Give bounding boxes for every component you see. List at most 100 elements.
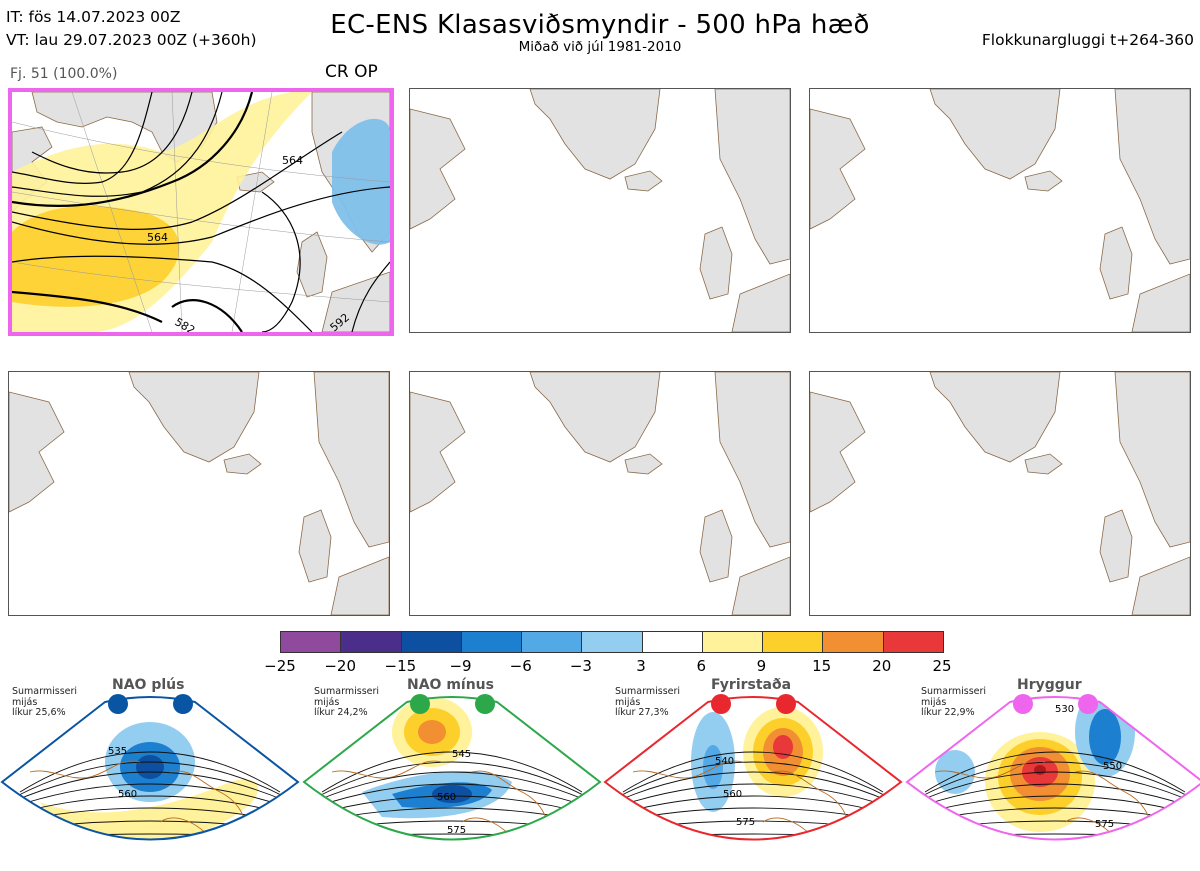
land-iceland	[1024, 170, 1063, 192]
map-panel-5[interactable]	[409, 371, 791, 616]
land-britain	[296, 231, 328, 298]
colorbar-tick-label: 6	[696, 657, 707, 675]
land-greenland	[31, 92, 218, 163]
regime-contour-label: 535	[108, 746, 127, 757]
colorbar-tick-label: −15	[384, 657, 417, 675]
colorbar-segment	[763, 632, 824, 652]
page-subtitle: Miðað við júl 1981-2010	[518, 39, 682, 55]
land-britain	[1099, 509, 1133, 583]
land-europe	[731, 556, 790, 615]
cluster-tag: CR OP	[325, 62, 378, 82]
colorbar-segment	[823, 632, 884, 652]
land-greenland	[529, 372, 661, 463]
colorbar	[280, 631, 944, 653]
regime-contour-label: 540	[715, 756, 734, 767]
header-dates: IT: fös 14.07.2023 00Z VT: lau 29.07.202…	[6, 6, 257, 52]
land-greenland	[128, 372, 260, 463]
regime-map: 545 560 575	[302, 694, 602, 841]
land-europe	[1131, 556, 1190, 615]
map-panel-6[interactable]	[809, 371, 1191, 616]
map-background	[9, 372, 389, 615]
land-scandinavia	[1114, 89, 1190, 265]
colorbar-segment	[642, 632, 703, 652]
colorbar-tick-label: −9	[449, 657, 472, 675]
regime-contour-label: 575	[1095, 819, 1114, 830]
regime-contour-label: 545	[452, 749, 471, 760]
colorbar-tick-label: 25	[932, 657, 952, 675]
land-greenland	[929, 89, 1061, 180]
regime-info: Sumarmisseri mijás líkur 24,2%	[314, 686, 380, 718]
regime-title: NAO plús	[112, 677, 185, 693]
map-background	[810, 372, 1190, 615]
colorbar-segment	[582, 632, 643, 652]
land-europe	[321, 271, 390, 332]
contour-label: 564	[147, 231, 168, 244]
regime-title: Hryggur	[1017, 677, 1082, 693]
land-canada	[810, 108, 866, 230]
colorbar-tick-label: 15	[812, 657, 832, 675]
land-canada	[410, 108, 466, 230]
land-britain	[298, 509, 332, 583]
land-europe	[731, 273, 790, 332]
colorbar-tick-label: −3	[569, 657, 592, 675]
colorbar-segment	[702, 632, 764, 652]
colorbar-segment	[341, 632, 402, 652]
land-europe	[330, 556, 389, 615]
regime-contour-label: 560	[723, 789, 742, 800]
regime-title: Fyrirstaða	[711, 677, 792, 693]
initial-time: IT: fös 14.07.2023 00Z	[6, 8, 181, 26]
cluster-map: 564 564 582 592	[12, 92, 390, 332]
land-iceland	[236, 171, 275, 193]
land-iceland	[1024, 453, 1063, 475]
land-scandinavia	[313, 372, 389, 548]
regime-panel[interactable]: 545 560 575 NAO mínus Sumarmisseri mijás lík…	[302, 672, 602, 870]
colorbar-segment	[522, 632, 583, 652]
regime-map: 530 550 575	[905, 694, 1200, 841]
regime-info: Sumarmisseri mijás líkur 22,9%	[921, 686, 987, 718]
regime-contour-label: 575	[447, 825, 466, 836]
map-background	[410, 89, 790, 332]
regime-contour-label: 530	[1055, 704, 1074, 715]
regime-contour-label: 575	[736, 817, 755, 828]
colorbar-segment	[281, 632, 342, 652]
cluster-label: Fj. 51 (100.0%)	[10, 66, 118, 82]
cluster-map-panel[interactable]: 564 564 582 592	[8, 88, 394, 336]
land-europe	[1131, 273, 1190, 332]
map-background	[410, 372, 790, 615]
land-britain	[1099, 226, 1133, 300]
land-scandinavia	[714, 89, 790, 265]
land-canada	[410, 391, 466, 513]
regime-panel[interactable]: 540 560 575 Fyrirstaða Sumarmisseri mijás lí…	[603, 672, 903, 870]
land-canada	[810, 391, 866, 513]
regime-info: Sumarmisseri mijás líkur 27,3%	[615, 686, 681, 718]
valid-time: VT: lau 29.07.2023 00Z (+360h)	[6, 31, 257, 49]
land-iceland	[223, 453, 262, 475]
regime-title: NAO mínus	[407, 677, 494, 693]
page-title: EC-ENS Klasasviðsmyndir - 500 hPa hæð	[330, 10, 870, 40]
land-scandinavia	[714, 372, 790, 548]
land-britain	[699, 509, 733, 583]
land-greenland	[929, 372, 1061, 463]
map-panel-4[interactable]	[8, 371, 390, 616]
colorbar-tick-label: −20	[324, 657, 356, 675]
map-background	[810, 89, 1190, 332]
land-iceland	[624, 453, 663, 475]
regime-info: Sumarmisseri mijás líkur 25,6%	[12, 686, 78, 718]
regime-panel[interactable]: 535 560 NAO plús Sumarmisseri mijás líkur 2…	[0, 672, 300, 870]
classification-window: Flokkunargluggi t+264-360	[981, 31, 1194, 49]
regime-contour-label: 560	[437, 792, 456, 803]
land-scandinavia	[1114, 372, 1190, 548]
land-greenland	[529, 89, 661, 180]
land-canada	[9, 391, 65, 513]
colorbar-segment	[461, 632, 523, 652]
map-panel-2[interactable]	[409, 88, 791, 333]
regime-map: 540 560 575	[603, 694, 903, 841]
map-panel-3[interactable]	[809, 88, 1191, 333]
colorbar-segment	[883, 632, 943, 652]
land-iceland	[624, 170, 663, 192]
regime-contour-label: 550	[1103, 761, 1122, 772]
regime-contour-label: 560	[118, 789, 137, 800]
regime-panel[interactable]: 530 550 575 Hryggur Sumarmisseri mijás líkur…	[905, 672, 1200, 870]
contour-label: 582	[173, 315, 198, 332]
colorbar-tick-label: 9	[756, 657, 767, 675]
